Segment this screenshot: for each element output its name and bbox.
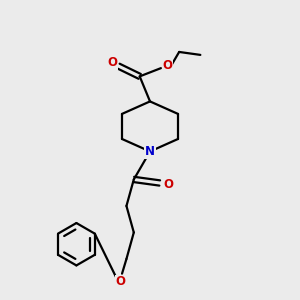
Text: O: O: [107, 56, 117, 69]
Text: O: O: [162, 59, 172, 72]
Text: N: N: [145, 145, 155, 158]
Text: O: O: [163, 178, 173, 191]
Text: O: O: [116, 275, 126, 288]
